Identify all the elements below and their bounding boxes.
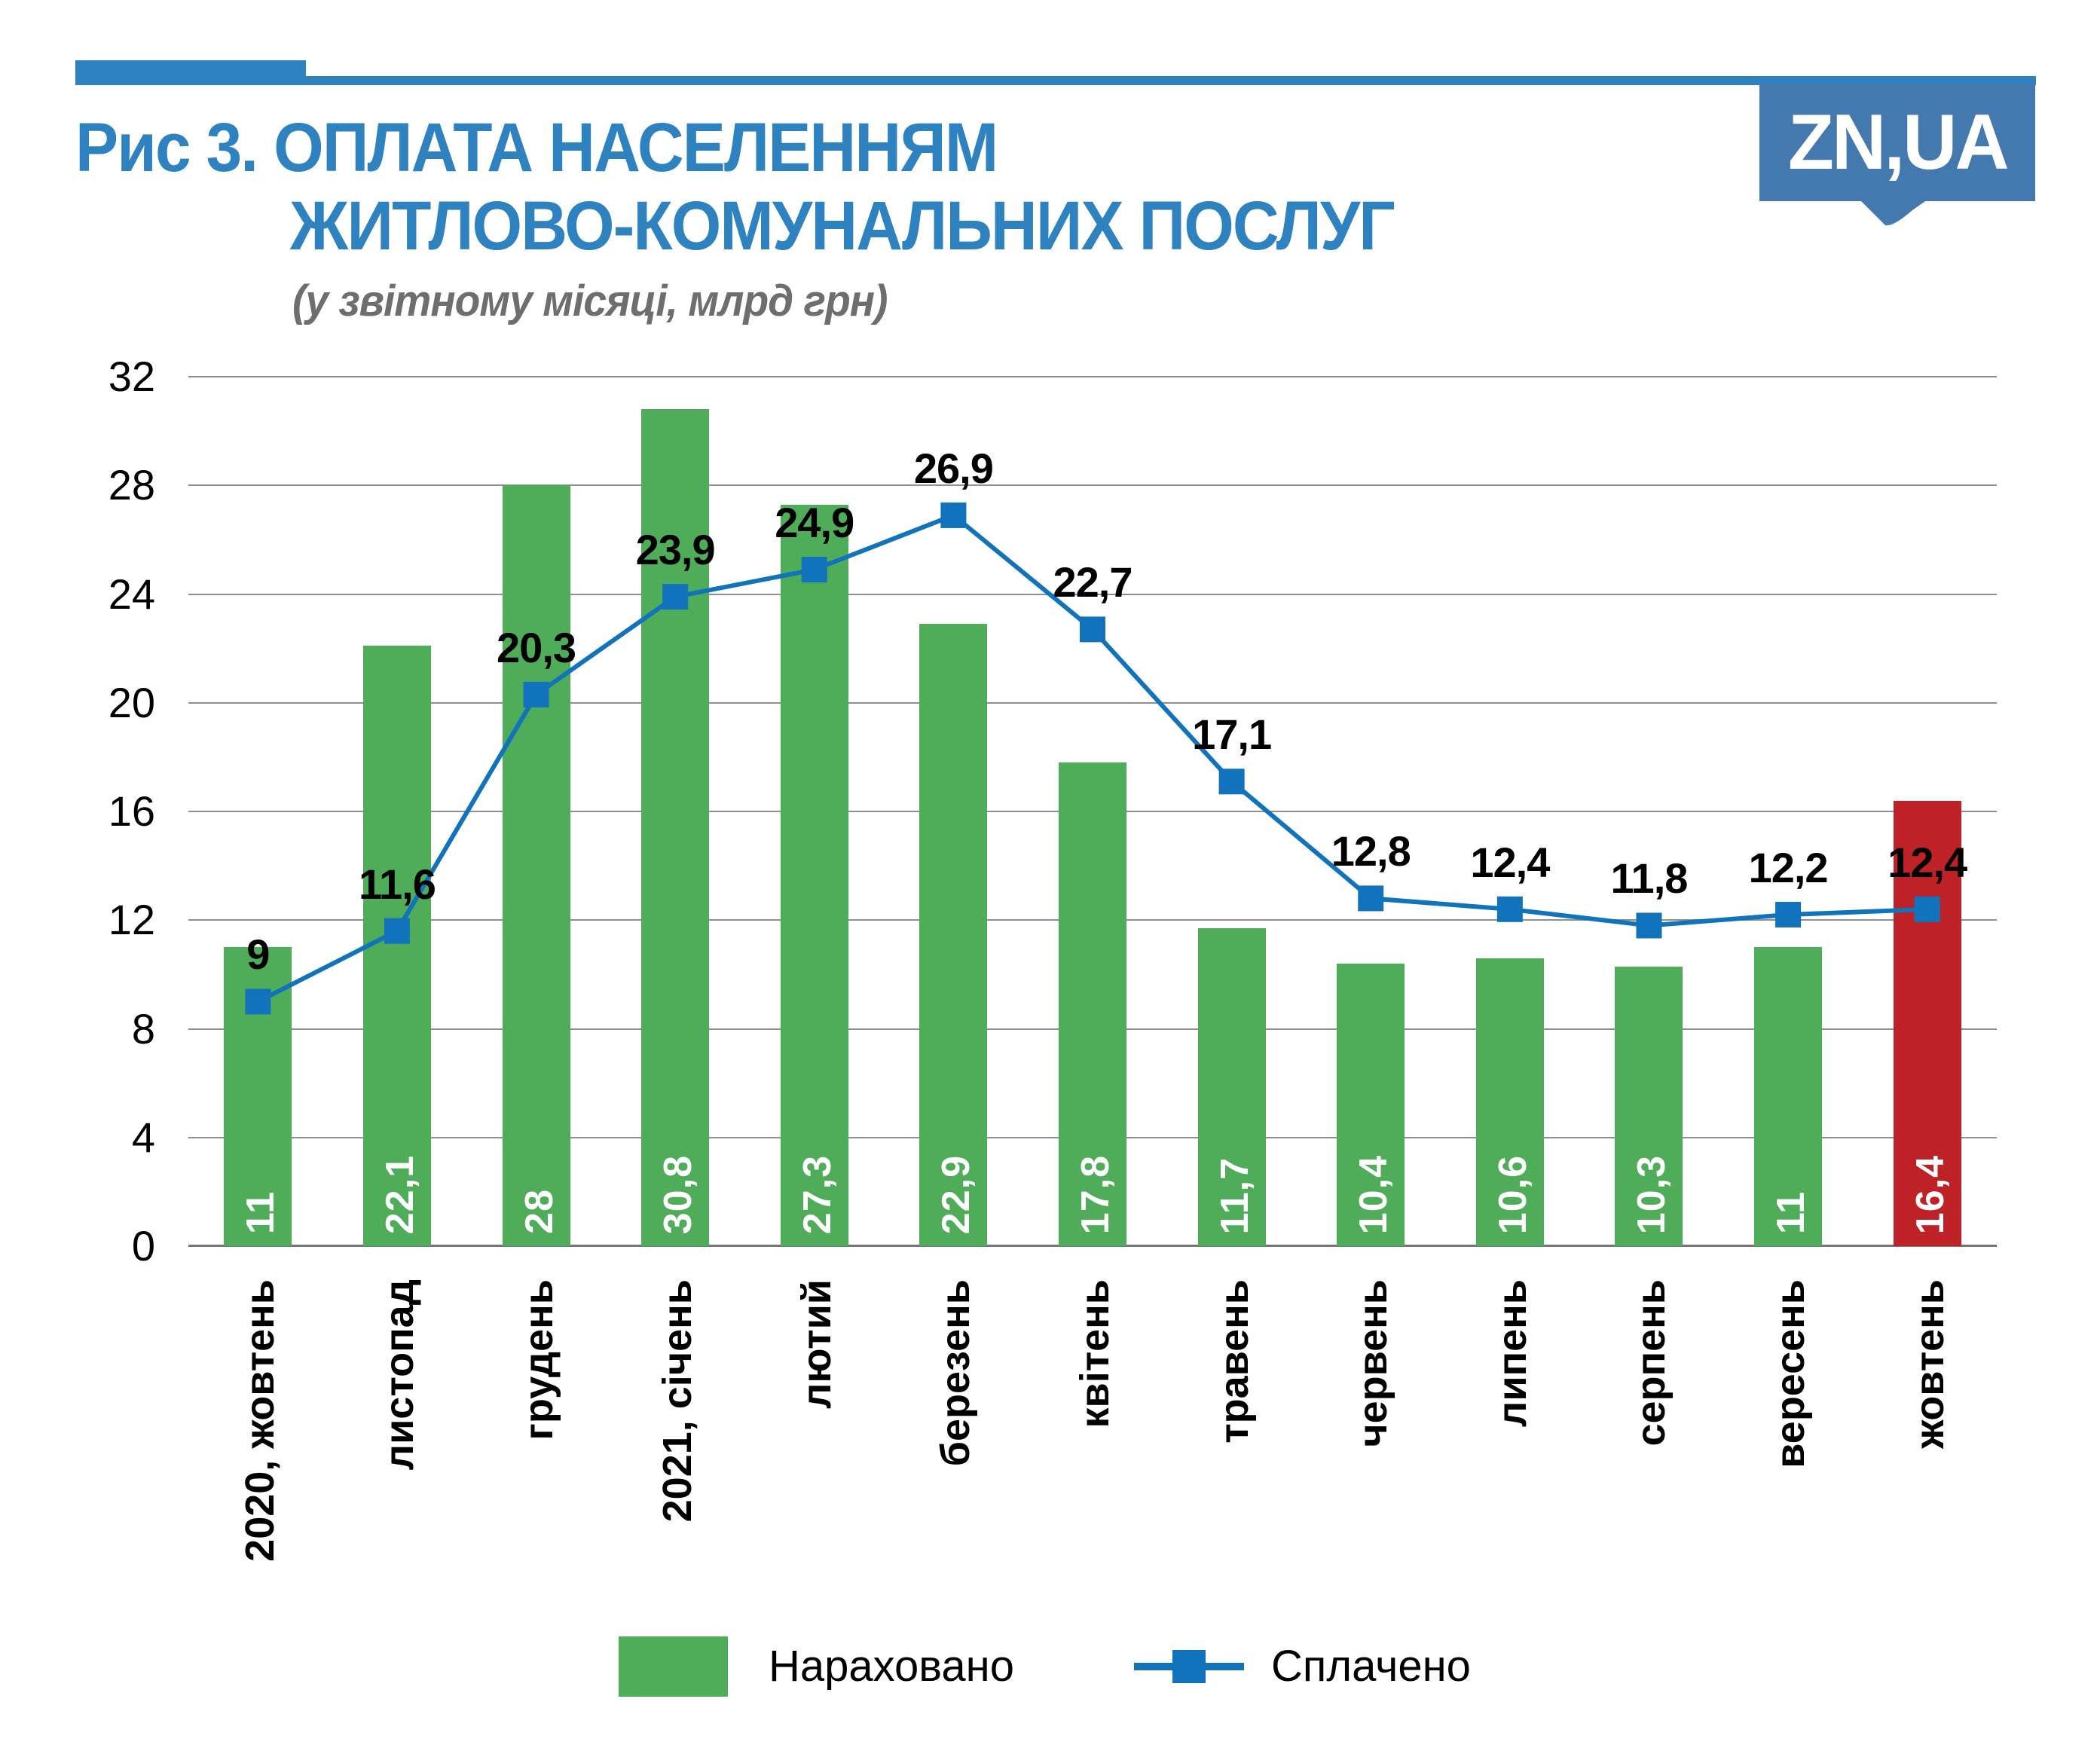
y-tick-label-8: 8	[131, 1004, 155, 1053]
y-tick-label-32: 32	[108, 353, 155, 400]
bar-2021, січень: 30,8	[641, 409, 710, 1246]
line-marker-2021, січень	[662, 584, 689, 610]
decor-bar-thin	[306, 76, 2036, 85]
x-axis-label-листопад: листопад	[376, 1279, 422, 1471]
payments-line-svg	[245, 502, 1940, 1015]
x-axis-label-червень: червень	[1350, 1279, 1396, 1447]
line-marker-жовтень	[1914, 896, 1940, 922]
line-marker-листопад	[384, 918, 410, 944]
y-tick-label-0: 0	[131, 1222, 155, 1270]
znua-logo: ZN,UA	[1759, 84, 2035, 201]
bar-червень: 10,4	[1337, 963, 1405, 1246]
x-axis-label-вересень: вересень	[1768, 1279, 1814, 1468]
figure-title-line1: Рис 3. ОПЛАТА НАСЕЛЕННЯМ	[75, 109, 998, 186]
gridline-28	[188, 484, 1997, 487]
x-axis-label-2021, січень: 2021, січень	[655, 1279, 701, 1523]
line-value-label-лютий: 24,9	[775, 499, 854, 547]
y-tick-label-24: 24	[108, 570, 155, 618]
line-marker-2020, жовтень	[245, 988, 271, 1015]
legend-bar-swatch	[619, 1636, 728, 1697]
znua-logo-tail	[1860, 200, 1927, 226]
line-value-label-серпень: 11,8	[1610, 854, 1689, 903]
x-axis-label-квітень: квітень	[1072, 1279, 1117, 1428]
legend-line-marker-square	[1172, 1650, 1206, 1683]
x-axis-label-лютий: лютий	[793, 1279, 839, 1409]
x-axis-label-грудень: грудень	[515, 1279, 561, 1441]
bar-квітень: 17,8	[1059, 762, 1126, 1246]
bar-листопад: 22,1	[362, 646, 431, 1246]
x-axis-label-серпень: серпень	[1628, 1279, 1674, 1447]
bar-серпень: 10,3	[1615, 966, 1683, 1246]
line-value-label-грудень: 20,3	[497, 623, 576, 671]
line-value-label-березень: 26,9	[913, 444, 994, 492]
y-tick-label-28: 28	[108, 461, 155, 509]
line-marker-серпень	[1636, 912, 1662, 939]
line-value-label-2020, жовтень: 9	[246, 930, 270, 979]
line-value-label-травень: 17,1	[1192, 710, 1272, 759]
line-marker-березень	[940, 502, 967, 528]
line-marker-травень	[1218, 768, 1245, 795]
bar-березень: 22,9	[919, 624, 988, 1246]
line-value-label-листопад: 11,6	[358, 860, 436, 908]
x-axis-label-жовтень: жовтень	[1906, 1279, 1952, 1449]
line-marker-грудень	[523, 681, 549, 707]
line-marker-червень	[1358, 885, 1384, 912]
line-marker-лютий	[801, 557, 827, 583]
line-value-label-жовтень: 12,4	[1888, 838, 1967, 886]
bar-вересень: 11	[1754, 947, 1823, 1246]
legend-line-label: Сплачено	[1271, 1642, 1471, 1691]
y-tick-label-12: 12	[108, 896, 155, 944]
bar-травень: 11,7	[1197, 928, 1266, 1246]
line-value-label-липень: 12,4	[1470, 838, 1550, 886]
bar-лютий: 27,3	[780, 504, 848, 1246]
gridline-32	[188, 376, 1997, 377]
decor-bar-thick	[75, 60, 306, 85]
figure-title-line2: ЖИТЛОВО-КОМУНАЛЬНИХ ПОСЛУГ	[290, 188, 1395, 264]
line-value-label-2021, січень: 23,9	[635, 526, 716, 574]
line-value-label-червень: 12,8	[1331, 827, 1411, 875]
figure-subtitle: (у звітному місяці, млрд грн)	[292, 277, 888, 325]
x-axis-label-березень: березень	[933, 1279, 979, 1467]
line-value-label-квітень: 22,7	[1053, 558, 1133, 607]
plot-area: 11 22,1 28 30,8 27,3 22,9 17,8 11,7 10,4 10,6 10,3…	[188, 376, 1997, 1247]
legend-bar-label: Нараховано	[769, 1642, 1014, 1691]
y-tick-label-16: 16	[108, 787, 155, 835]
bar-грудень: 28	[502, 485, 570, 1246]
line-marker-вересень	[1775, 902, 1802, 928]
gridline-20	[188, 701, 1997, 704]
gridline-24	[188, 593, 1997, 595]
y-tick-label-4: 4	[131, 1113, 155, 1161]
y-tick-label-20: 20	[108, 678, 155, 726]
bar-жовтень: 16,4	[1893, 800, 1961, 1246]
znua-logo-text: ZN,UA	[1787, 98, 2010, 186]
line-marker-липень	[1496, 896, 1523, 922]
x-axis-label-липень: липень	[1489, 1279, 1535, 1427]
bar-липень: 10,6	[1475, 958, 1544, 1246]
line-value-label-вересень: 12,2	[1748, 844, 1829, 892]
x-axis-label-травень: травень	[1211, 1279, 1257, 1444]
line-marker-квітень	[1080, 616, 1105, 643]
x-axis-label-2020, жовтень: 2020, жовтень	[237, 1279, 283, 1562]
